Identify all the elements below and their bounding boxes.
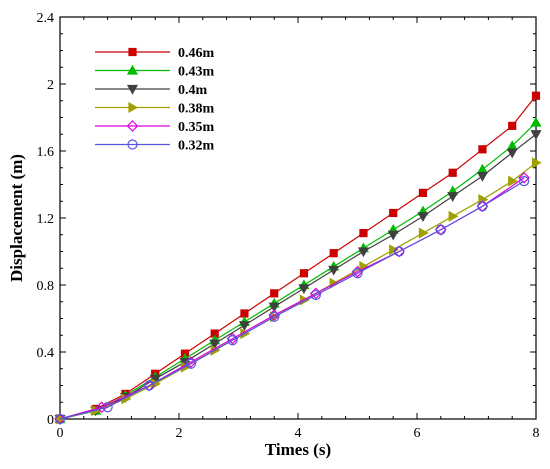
series-layer [54, 91, 542, 425]
y-tick-label: 0.4 [37, 346, 55, 361]
data-point [128, 47, 137, 57]
data-point [352, 268, 363, 279]
data-point [506, 148, 518, 159]
data-point [209, 339, 221, 350]
data-point [126, 64, 139, 75]
y-tick-label: 1.6 [37, 145, 55, 160]
data-point [328, 265, 340, 276]
data-point [389, 208, 398, 218]
x-tick-label: 0 [57, 426, 64, 441]
y-tick-label: 0 [47, 413, 54, 428]
x-tick-label: 4 [295, 426, 302, 441]
series-0.35m [54, 171, 530, 425]
legend-label: 0.46m [178, 46, 215, 61]
data-point [531, 91, 541, 100]
data-point [299, 269, 309, 278]
data-point [389, 244, 399, 256]
legend-entry: 0.38m [95, 102, 215, 117]
series-0.38m [55, 157, 542, 425]
legend-entry: 0.46m [95, 46, 215, 61]
data-point [530, 130, 542, 140]
y-tick-label: 2 [47, 78, 54, 93]
series-line [59, 180, 525, 420]
series-0.32m [54, 176, 530, 425]
data-point [270, 289, 279, 298]
data-point [268, 302, 280, 313]
data-point [448, 210, 459, 222]
data-point [102, 402, 113, 413]
legend-label: 0.32m [178, 139, 215, 154]
series-line [59, 122, 537, 420]
x-tick-label: 8 [533, 426, 540, 441]
data-point [531, 157, 542, 169]
data-point [476, 163, 488, 174]
data-point [269, 311, 280, 322]
data-point [329, 249, 338, 258]
data-point [126, 120, 139, 132]
data-point [394, 246, 405, 257]
data-point [435, 224, 446, 235]
data-point [447, 192, 459, 202]
legend-entry: 0.32m [95, 139, 215, 154]
legend: 0.46m 0.43m 0.4m 0.38m 0.35m 0.32m [95, 46, 215, 154]
data-point [310, 289, 321, 301]
data-point [508, 175, 518, 187]
series-line [59, 177, 525, 420]
legend-entry: 0.43m [95, 65, 215, 80]
data-point [508, 121, 517, 130]
data-point [227, 335, 238, 346]
data-point [477, 201, 488, 212]
data-point [126, 84, 139, 95]
legend-entry: 0.35m [95, 120, 215, 135]
y-tick-label: 1.2 [37, 212, 55, 227]
y-tick-label: 2.4 [37, 11, 55, 26]
legend-label: 0.38m [178, 102, 215, 117]
data-point [476, 172, 488, 182]
data-point [127, 139, 138, 150]
data-point [298, 284, 310, 295]
data-point [530, 116, 542, 127]
data-point [359, 228, 368, 238]
x-axis-title: Times (s) [265, 440, 331, 459]
series-line [59, 162, 537, 420]
data-point [240, 309, 249, 318]
data-point [54, 413, 66, 425]
data-point [387, 230, 399, 241]
data-point [357, 247, 369, 258]
x-tick-label: 2 [176, 426, 183, 441]
x-tick-label: 6 [414, 426, 421, 441]
data-point [144, 380, 155, 391]
series-0.43m [54, 116, 542, 424]
data-point [478, 145, 487, 154]
data-point [185, 358, 196, 369]
data-point [418, 227, 429, 239]
data-point [448, 168, 457, 177]
y-tick-label: 0.8 [37, 279, 55, 294]
data-point [95, 401, 108, 414]
legend-entry: 0.4m [95, 83, 208, 98]
data-point [418, 188, 428, 197]
data-point [149, 374, 161, 385]
y-axis-title: Displacement (m) [7, 154, 26, 282]
legend-label: 0.4m [178, 83, 208, 98]
axis-ticks: 0 2 4 6 8 0 0.4 0.8 1.2 1.6 2 2.4 [37, 11, 540, 441]
data-point [128, 101, 139, 114]
data-point [518, 176, 530, 187]
data-point [238, 321, 250, 331]
legend-label: 0.43m [178, 65, 215, 80]
data-point [417, 212, 429, 223]
plot-frame [59, 16, 537, 420]
legend-label: 0.35m [178, 120, 215, 135]
data-point [518, 171, 530, 184]
